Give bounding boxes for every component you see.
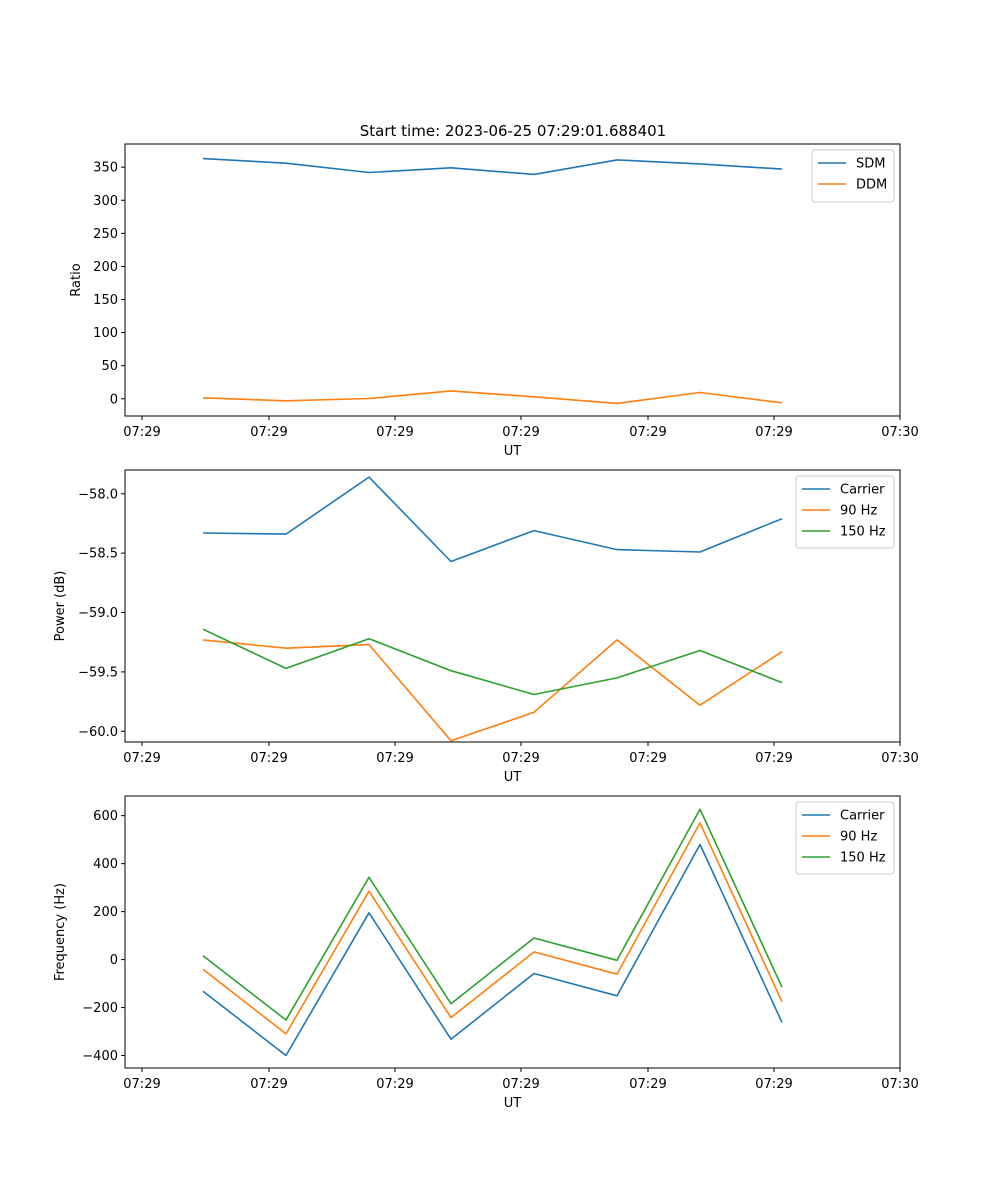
- x-tick-label: 07:29: [629, 751, 666, 766]
- x-tick-label: 07:29: [502, 425, 539, 440]
- y-tick-label: 350: [93, 161, 118, 176]
- x-tick-label: 07:29: [629, 1077, 666, 1092]
- legend-box: [795, 801, 895, 875]
- y-tick-label: −59.5: [78, 665, 118, 680]
- y-axis-label: Ratio: [69, 263, 84, 296]
- y-tick-label: 50: [101, 359, 118, 374]
- legend: Carrier 90 Hz 150 Hz: [795, 475, 895, 549]
- legend: SDM DDM: [811, 149, 895, 203]
- series-line-90-hz: [202, 822, 783, 1035]
- legend-label: Carrier: [840, 483, 885, 498]
- x-tick-label: 07:29: [376, 1077, 413, 1092]
- x-tick-label: 07:29: [502, 1077, 539, 1092]
- y-tick-label: 400: [93, 857, 118, 872]
- x-tick-label: 07:29: [755, 1077, 792, 1092]
- plot-frame: [124, 795, 901, 1069]
- y-tick-label: −58.0: [78, 487, 118, 502]
- plot-frame: [124, 469, 901, 743]
- chart-panel-2: 07:29 07:29 07:29 07:29 07:29 07:29 07:30 −58.0…: [53, 469, 919, 785]
- x-tick-label: 07:30: [881, 1077, 918, 1092]
- y-tick-label: 200: [93, 905, 118, 920]
- legend-label: 90 Hz: [840, 830, 877, 845]
- legend-label: SDM: [856, 157, 885, 172]
- chart-panel-3: 07:29 07:29 07:29 07:29 07:29 07:29 07:30 −400 −…: [53, 795, 919, 1111]
- y-tick-label: −200: [82, 1001, 118, 1016]
- legend-label: DDM: [856, 178, 887, 193]
- legend-label: 90 Hz: [840, 504, 877, 519]
- y-tick-label: 150: [93, 293, 118, 308]
- legend-label: Carrier: [840, 809, 885, 824]
- x-tick-label: 07:29: [123, 425, 160, 440]
- x-tick-label: 07:29: [376, 425, 413, 440]
- x-tick-label: 07:29: [123, 1077, 160, 1092]
- y-tick-label: −58.5: [78, 547, 118, 562]
- series-line-sdm: [202, 157, 783, 176]
- plot-frame: [124, 143, 901, 417]
- x-tick-label: 07:29: [376, 751, 413, 766]
- y-tick-label: −59.0: [78, 606, 118, 621]
- x-tick-label: 07:29: [250, 1077, 287, 1092]
- y-axis-label: Frequency (Hz): [53, 883, 68, 981]
- y-tick-label: 300: [93, 194, 118, 209]
- y-tick-label: 250: [93, 227, 118, 242]
- series-line-150-hz: [202, 808, 783, 1021]
- x-axis-label: UT: [504, 444, 522, 459]
- x-tick-label: 07:30: [881, 751, 918, 766]
- y-tick-label: 200: [93, 260, 118, 275]
- x-tick-label: 07:29: [250, 425, 287, 440]
- x-axis-label: UT: [504, 770, 522, 785]
- x-tick-label: 07:29: [755, 425, 792, 440]
- legend-label: 150 Hz: [840, 525, 886, 540]
- x-tick-label: 07:29: [250, 751, 287, 766]
- x-tick-label: 07:29: [123, 751, 160, 766]
- chart-panel-1: 07:29 07:29 07:29 07:29 07:29 07:29 07:30 0 50 10…: [69, 143, 919, 459]
- y-axis-label: Power (dB): [53, 571, 68, 642]
- x-tick-label: 07:29: [629, 425, 666, 440]
- legend: Carrier 90 Hz 150 Hz: [795, 801, 895, 875]
- y-tick-label: 0: [110, 392, 118, 407]
- legend-label: 150 Hz: [840, 851, 886, 866]
- series-line-90-hz: [202, 639, 783, 742]
- series-line-carrier: [202, 843, 783, 1057]
- y-tick-label: 0: [110, 953, 118, 968]
- series-line-carrier: [202, 476, 783, 563]
- y-tick-label: 100: [93, 326, 118, 341]
- y-tick-label: −400: [82, 1049, 118, 1064]
- x-tick-label: 07:29: [502, 751, 539, 766]
- series-line-150-hz: [202, 628, 783, 696]
- x-tick-label: 07:29: [755, 751, 792, 766]
- y-tick-label: 600: [93, 809, 118, 824]
- x-tick-label: 07:30: [881, 425, 918, 440]
- figure-title: Start time: 2023-06-25 07:29:01.688401: [360, 122, 666, 140]
- y-tick-label: −60.0: [78, 725, 118, 740]
- x-axis-label: UT: [504, 1096, 522, 1111]
- series-line-ddm: [202, 390, 783, 405]
- legend-box: [795, 475, 895, 549]
